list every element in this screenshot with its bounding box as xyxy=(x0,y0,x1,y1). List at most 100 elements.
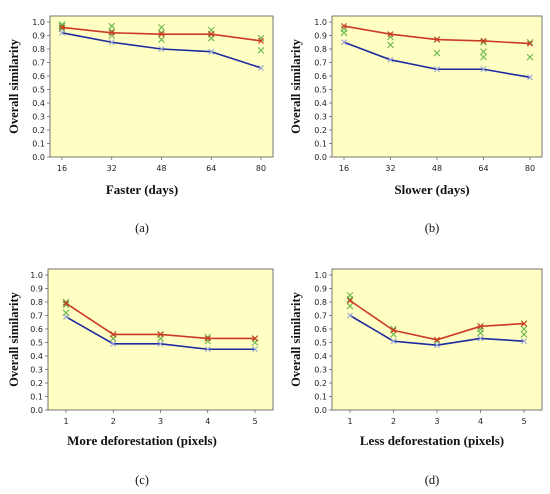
series-point-lower-stroke xyxy=(157,340,164,347)
y-tick-label: 0.3 xyxy=(314,113,327,122)
series-point-lower-stroke xyxy=(63,313,69,320)
series-point-lower xyxy=(63,313,69,320)
y-tick-label: 0.7 xyxy=(30,312,43,321)
scatter-point xyxy=(346,302,354,310)
series-point-upper xyxy=(108,29,115,36)
series-point-upper xyxy=(434,336,440,343)
scatter-point-stroke xyxy=(62,301,70,309)
series-point-lower xyxy=(110,340,117,347)
chart-panel-b: 0.0 0.1 0.2 0.3 0.4 0.5 0.6 0.7 0.8 0.9 1.0 16 32 48 6… xyxy=(289,15,543,235)
scatter-point xyxy=(526,53,534,61)
y-tick-label: 0.5 xyxy=(32,86,45,95)
series-point-upper-stroke xyxy=(252,335,258,342)
y-tick-label: 1.0 xyxy=(314,271,327,280)
chart-panel-c: 0.0 0.1 0.2 0.3 0.4 0.5 0.6 0.7 0.8 0.9 1.0 1 2 3 4 5 Ov… xyxy=(7,268,274,487)
series-point-upper xyxy=(63,300,69,307)
series-point-lower xyxy=(347,312,353,319)
scatter-point-stroke xyxy=(158,36,165,43)
series-point-lower xyxy=(341,39,347,46)
scatter-point xyxy=(520,331,528,338)
y-tick-label: 0.1 xyxy=(314,393,327,402)
series-point-lower xyxy=(108,39,115,46)
scatter-point xyxy=(387,41,394,49)
series-point-upper-stroke xyxy=(208,31,215,38)
series-point-upper xyxy=(110,331,117,338)
series-point-lower-stroke xyxy=(59,29,65,36)
plot-area xyxy=(331,15,543,158)
series-point-lower xyxy=(59,29,65,36)
series-point-lower-stroke xyxy=(527,74,533,81)
plot-area xyxy=(47,268,274,411)
scatter-point xyxy=(520,325,528,333)
y-tick-label: 0.0 xyxy=(30,406,43,415)
scatter-point-stroke xyxy=(387,41,394,49)
x-axis-label: Faster (days) xyxy=(106,182,178,197)
series-point-lower xyxy=(157,340,164,347)
series-point-lower xyxy=(390,338,397,345)
y-tick-label: 0.4 xyxy=(30,352,43,361)
y-tick-label: 0.1 xyxy=(32,140,45,149)
x-tick-label: 80 xyxy=(256,164,266,173)
x-tick-label: 64 xyxy=(206,164,216,173)
scatter-point-stroke xyxy=(390,325,397,333)
x-tick-label: 1 xyxy=(347,417,352,426)
series-point-upper xyxy=(341,23,347,30)
scatter-point xyxy=(480,53,487,61)
x-tick-label: 80 xyxy=(525,164,535,173)
series-point-upper xyxy=(477,323,484,330)
x-tick-label: 5 xyxy=(521,417,526,426)
y-tick-label: 0.9 xyxy=(30,285,43,294)
series-point-upper xyxy=(252,335,258,342)
panel-caption: (c) xyxy=(135,473,149,487)
scatter-point-stroke xyxy=(520,331,528,338)
x-tick-label: 64 xyxy=(478,164,488,173)
series-point-upper-stroke xyxy=(157,331,164,338)
series-point-lower xyxy=(477,335,484,342)
series-point-lower-stroke xyxy=(252,346,258,353)
y-axis-label: Overall similarity xyxy=(289,38,303,134)
scatter-point-stroke xyxy=(477,329,484,337)
panel-caption: (b) xyxy=(425,221,440,235)
panel-caption: (a) xyxy=(135,221,149,235)
series-point-lower-stroke xyxy=(387,56,394,63)
y-tick-label: 0.6 xyxy=(314,72,327,81)
series-point-upper xyxy=(347,297,353,304)
scatter-point-stroke xyxy=(158,24,165,31)
series-point-upper-stroke xyxy=(341,23,347,30)
scatter-point-stroke xyxy=(108,22,116,30)
x-tick-label: 16 xyxy=(57,164,67,173)
series-point-lower-stroke xyxy=(434,342,440,349)
series-point-upper-stroke xyxy=(258,37,264,44)
series-point-upper xyxy=(390,327,397,334)
scatter-point xyxy=(477,329,484,337)
y-tick-label: 0.0 xyxy=(314,153,327,162)
y-tick-label: 0.0 xyxy=(314,406,327,415)
scatter-point xyxy=(108,22,116,30)
chart-panel-a: 0.0 0.1 0.2 0.3 0.4 0.5 0.6 0.7 0.8 0.9 1.0 16 32 48 6… xyxy=(7,15,274,235)
y-tick-label: 0.4 xyxy=(314,99,327,108)
series-point-upper xyxy=(434,36,440,43)
scatter-point xyxy=(480,48,487,56)
series-point-upper-stroke xyxy=(158,31,165,38)
series-point-lower xyxy=(434,66,440,73)
y-tick-label: 0.8 xyxy=(314,45,327,54)
scatter-point xyxy=(158,36,165,43)
y-tick-label: 0.5 xyxy=(314,339,327,348)
series-point-lower-stroke xyxy=(347,312,353,319)
series-point-lower xyxy=(527,74,533,81)
y-tick-label: 1.0 xyxy=(30,271,43,280)
x-tick-label: 2 xyxy=(111,417,116,426)
series-point-lower xyxy=(521,338,527,345)
scatter-point xyxy=(257,46,265,54)
y-axis-label: Overall similarity xyxy=(289,291,303,387)
series-point-upper-stroke xyxy=(347,297,353,304)
series-point-upper xyxy=(158,31,165,38)
series-point-lower xyxy=(204,346,211,353)
series-point-lower-stroke xyxy=(204,346,211,353)
y-tick-label: 0.2 xyxy=(30,379,43,388)
y-tick-label: 0.3 xyxy=(30,366,43,375)
y-tick-label: 0.6 xyxy=(30,325,43,334)
series-point-upper xyxy=(521,320,527,327)
series-point-lower-stroke xyxy=(521,338,527,345)
series-point-lower xyxy=(258,64,264,71)
